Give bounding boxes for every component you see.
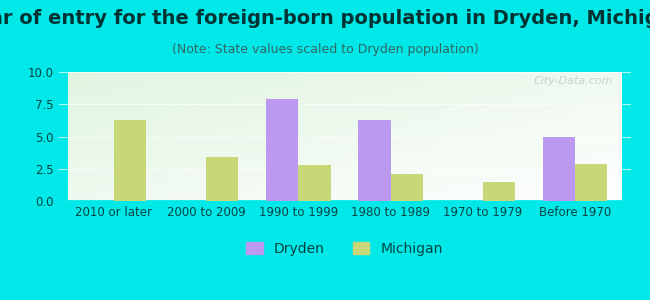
Bar [575, 164, 608, 201]
Bar [114, 120, 146, 201]
Bar [358, 120, 391, 201]
Text: City-Data.com: City-Data.com [534, 76, 614, 86]
Text: (Note: State values scaled to Dryden population): (Note: State values scaled to Dryden pop… [172, 44, 478, 56]
Bar [206, 157, 239, 201]
Bar [266, 99, 298, 201]
Text: Year of entry for the foreign-born population in Dryden, Michigan: Year of entry for the foreign-born popul… [0, 9, 650, 28]
Bar [483, 182, 515, 201]
Bar [298, 165, 331, 201]
Legend: Dryden, Michigan: Dryden, Michigan [240, 236, 448, 261]
Bar [391, 174, 423, 201]
Bar [543, 136, 575, 201]
